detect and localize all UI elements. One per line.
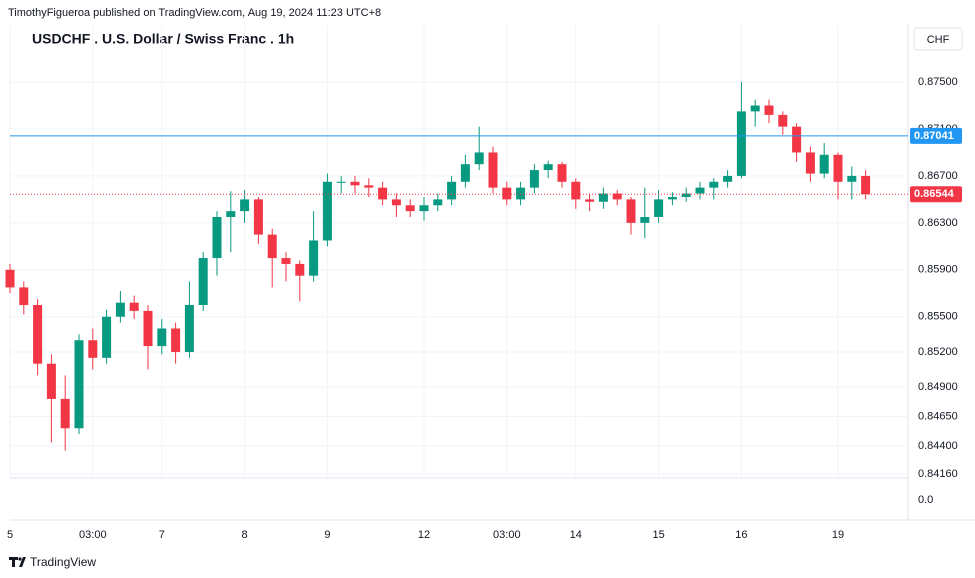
candle-body: [640, 216, 650, 223]
candle-body: [474, 152, 484, 165]
candle-body: [695, 187, 705, 194]
x-tick-label: 16: [735, 529, 747, 541]
candle-body: [253, 199, 263, 235]
candle-body: [778, 114, 788, 127]
candle-body: [74, 340, 84, 429]
candle-body: [88, 340, 98, 358]
candle-body: [447, 181, 457, 200]
price-label: 0.86544: [914, 188, 955, 200]
y-tick-label: 0.86700: [918, 170, 958, 182]
candle-body: [764, 105, 774, 115]
currency-button[interactable]: [913, 27, 963, 51]
candle-body: [819, 154, 829, 174]
candle-body: [212, 216, 222, 259]
y-tick-label: 0.86300: [918, 217, 958, 229]
candle-body: [833, 154, 843, 182]
candle-body: [847, 175, 857, 182]
candle-body: [529, 170, 539, 188]
y-tick-label: 0.84400: [918, 440, 958, 452]
candle-body: [585, 199, 595, 202]
candle-body: [433, 199, 443, 206]
y-tick-label: 0.85200: [918, 346, 958, 358]
candle-body: [5, 269, 15, 288]
candle-body: [240, 199, 250, 212]
x-tick-label: 14: [570, 529, 582, 541]
candle-body: [322, 181, 332, 241]
candle-body: [654, 199, 664, 217]
marks: [5, 82, 871, 451]
x-tick-label: 8: [242, 529, 248, 541]
x-tick-label: 03:00: [493, 529, 521, 541]
candle-body: [861, 175, 871, 195]
y-tick-label: 0.84900: [918, 381, 958, 393]
candle-body: [723, 175, 733, 182]
brand-name: TradingView: [30, 555, 96, 569]
candle-body: [419, 205, 429, 212]
candle-body: [488, 152, 498, 188]
candle-body: [681, 193, 691, 198]
candle-body: [626, 199, 636, 223]
price-label: 0.87041: [914, 130, 954, 142]
x-tick-label: 12: [418, 529, 430, 541]
candle-body: [460, 164, 470, 182]
brand-logo: [9, 557, 26, 567]
lower-pane-tick: 0.0: [918, 494, 933, 506]
candle-body: [157, 328, 167, 347]
y-tick-label: 0.84160: [918, 468, 958, 480]
candle-body: [143, 310, 153, 347]
candle-body: [295, 263, 305, 276]
y-tick-label: 0.87500: [918, 76, 958, 88]
candle-body: [46, 363, 56, 399]
y-tick-label: 0.85900: [918, 264, 958, 276]
candle-body: [198, 258, 208, 306]
candle-body: [667, 197, 677, 200]
candle-body: [378, 187, 388, 200]
candle-body: [557, 164, 567, 182]
candle-body: [543, 164, 553, 171]
candle-body: [571, 181, 581, 200]
candle-body: [19, 287, 29, 306]
candle-body: [405, 205, 415, 212]
candle-body: [336, 181, 346, 183]
candle-body: [364, 185, 374, 188]
candle-body: [226, 211, 236, 217]
candle-body: [129, 302, 139, 311]
candle-body: [502, 187, 512, 200]
candle-body: [350, 181, 360, 186]
candle-body: [598, 193, 608, 202]
candle-body: [60, 398, 70, 429]
price-label-box: [910, 127, 962, 144]
x-tick-label: 7: [159, 529, 165, 541]
publisher-line: TimothyFigueroa published on TradingView…: [8, 7, 381, 19]
candle-body: [309, 240, 319, 276]
candle-body: [281, 258, 291, 264]
price-label-box: [910, 186, 962, 203]
y-tick-label: 0.84650: [918, 410, 958, 422]
x-tick-label: 03:00: [79, 529, 107, 541]
y-tick-label: 0.85500: [918, 311, 958, 323]
x-tick-label: 15: [652, 529, 664, 541]
x-tick-label: 5: [7, 529, 13, 541]
x-tick-label: 19: [832, 529, 844, 541]
candle-body: [736, 111, 746, 176]
currency-label[interactable]: CHF: [927, 34, 950, 46]
candle-body: [516, 187, 526, 200]
candle-body: [184, 305, 194, 352]
candle-body: [750, 105, 760, 112]
x-tick-label: 9: [324, 529, 330, 541]
grid: [9, 25, 908, 478]
candle-body: [115, 302, 125, 317]
candle-body: [709, 181, 719, 188]
candle-body: [102, 316, 112, 358]
candle-body: [612, 193, 622, 200]
chart-title: USDCHF . U.S. Dollar / Swiss Franc . 1h: [32, 31, 294, 47]
candle-body: [391, 199, 401, 206]
candle-body: [805, 152, 815, 174]
candle-body: [171, 328, 181, 352]
candle-body: [792, 126, 802, 153]
candle-body: [33, 305, 43, 364]
candle-body: [267, 234, 277, 259]
